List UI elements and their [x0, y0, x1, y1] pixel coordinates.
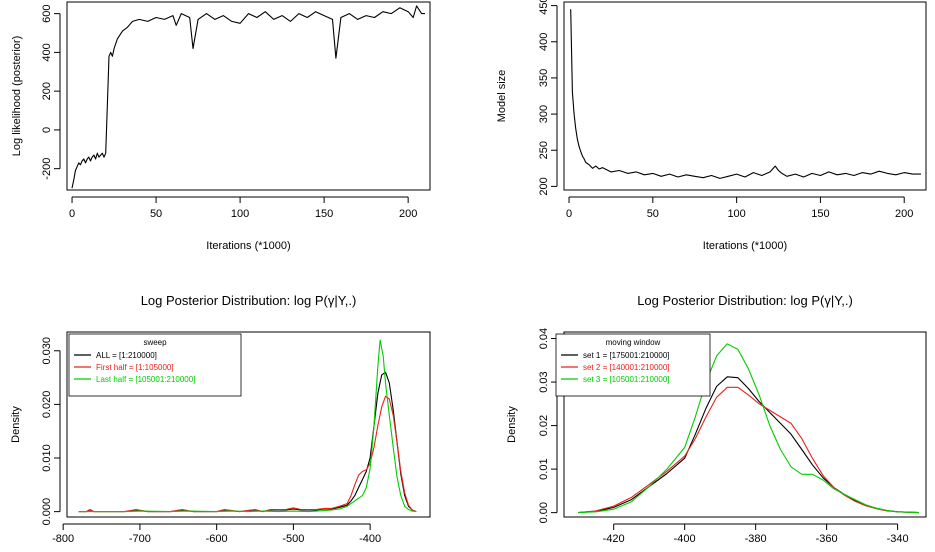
series-line-2 [78, 395, 417, 513]
y-tick-label: 400 [538, 33, 550, 51]
legend-entry: ALL = [1:210000] [96, 351, 157, 360]
x-tick-label: -700 [129, 533, 151, 545]
plot-frame [66, 1, 431, 191]
legend: sweep ALL = [1:210000] First half = [1:105… [68, 333, 242, 397]
x-tick-label: -420 [603, 533, 625, 545]
y-axis-label: Density [10, 406, 22, 443]
y-tick-label: 0.030 [41, 337, 53, 365]
x-tick-label: 200 [399, 208, 417, 220]
chart-title: Log Posterior Distribution: log P(γ|Y,.) [637, 293, 853, 308]
legend-entry: set 2 = [140001:210000] [583, 363, 670, 372]
y-tick-label: 600 [41, 4, 53, 22]
y-axis-label: Model size [496, 70, 508, 123]
series-line-2 [578, 386, 919, 514]
x-tick-label: 150 [811, 208, 829, 220]
legend-entry: set 3 = [105001:210000] [583, 375, 670, 384]
y-tick-label: 200 [538, 177, 550, 195]
chart-3: -800 -700 -600 -500 -400 0.000 0.010 0.020 0.030… [10, 293, 431, 545]
x-tick-label: 0 [69, 208, 75, 220]
x-tick-label: -600 [206, 533, 228, 545]
y-tick-label: 350 [538, 69, 550, 87]
x-tick-label: -400 [359, 533, 381, 545]
x-tick-label: -400 [674, 533, 696, 545]
y-tick-label: 450 [538, 0, 550, 15]
y-axis-label: Density [506, 406, 518, 443]
x-tick-label: 200 [895, 208, 913, 220]
y-tick-label: 0 [41, 127, 53, 133]
legend-title: moving window [606, 338, 661, 347]
chart-2: 0 50 100 150 200 200 250 300 350 400 450 Iterations… [496, 0, 927, 252]
legend-entry: Last half = [105001:210000] [96, 375, 195, 384]
x-tick-label: -500 [282, 533, 304, 545]
x-tick-label: 50 [150, 208, 162, 220]
y-tick-label: -200 [41, 158, 53, 180]
x-tick-label: 0 [566, 208, 572, 220]
x-tick-label: 100 [727, 208, 745, 220]
series-line-1 [578, 376, 919, 514]
legend-box [68, 333, 242, 397]
series-line-1 [570, 9, 921, 179]
x-tick-label: 50 [647, 208, 659, 220]
y-tick-label: 0.02 [538, 415, 550, 436]
y-tick-label: 400 [41, 43, 53, 61]
y-tick-label: 0.04 [538, 328, 550, 349]
series-line-3 [578, 343, 919, 514]
chart-1: 0 50 100 150 200 -200 0 200 400 600 Iterations (*1… [11, 1, 431, 252]
plot-frame [563, 1, 927, 191]
y-tick-label: 0.020 [41, 391, 53, 419]
chart-title: Log Posterior Distribution: log P(γ|Y,.) [141, 293, 357, 308]
x-axis-label: Iterations (*1000) [703, 240, 787, 252]
legend: moving window set 1 = [175001:210000] set … [555, 333, 711, 397]
plot-frame [66, 331, 431, 518]
x-tick-label: 150 [315, 208, 333, 220]
x-tick-label: 100 [231, 208, 249, 220]
y-tick-label: 0.01 [538, 458, 550, 479]
y-tick-label: 200 [41, 82, 53, 100]
y-tick-label: 300 [538, 105, 550, 123]
x-tick-label: -800 [52, 533, 74, 545]
plot-frame [563, 331, 927, 518]
y-tick-label: 0.00 [538, 502, 550, 523]
x-tick-label: -340 [887, 533, 909, 545]
x-tick-label: -360 [816, 533, 838, 545]
x-axis-label: Iterations (*1000) [206, 240, 290, 252]
series-line-1 [71, 5, 425, 189]
x-tick-label: -380 [745, 533, 767, 545]
legend-box [555, 333, 711, 397]
legend-title: sweep [143, 338, 167, 347]
y-tick-label: 0.03 [538, 371, 550, 392]
y-tick-label: 250 [538, 141, 550, 159]
y-tick-label: 0.000 [41, 498, 53, 526]
y-axis-label: Log likelihood (posterior) [11, 36, 23, 156]
legend-entry: First half = [1:105000] [96, 363, 174, 372]
series-line-3 [78, 339, 417, 513]
y-tick-label: 0.010 [41, 444, 53, 472]
chart-4: -420 -400 -380 -360 -340 0.00 0.01 0.02 0.03 0.04… [506, 293, 927, 545]
legend-entry: set 1 = [175001:210000] [583, 351, 670, 360]
